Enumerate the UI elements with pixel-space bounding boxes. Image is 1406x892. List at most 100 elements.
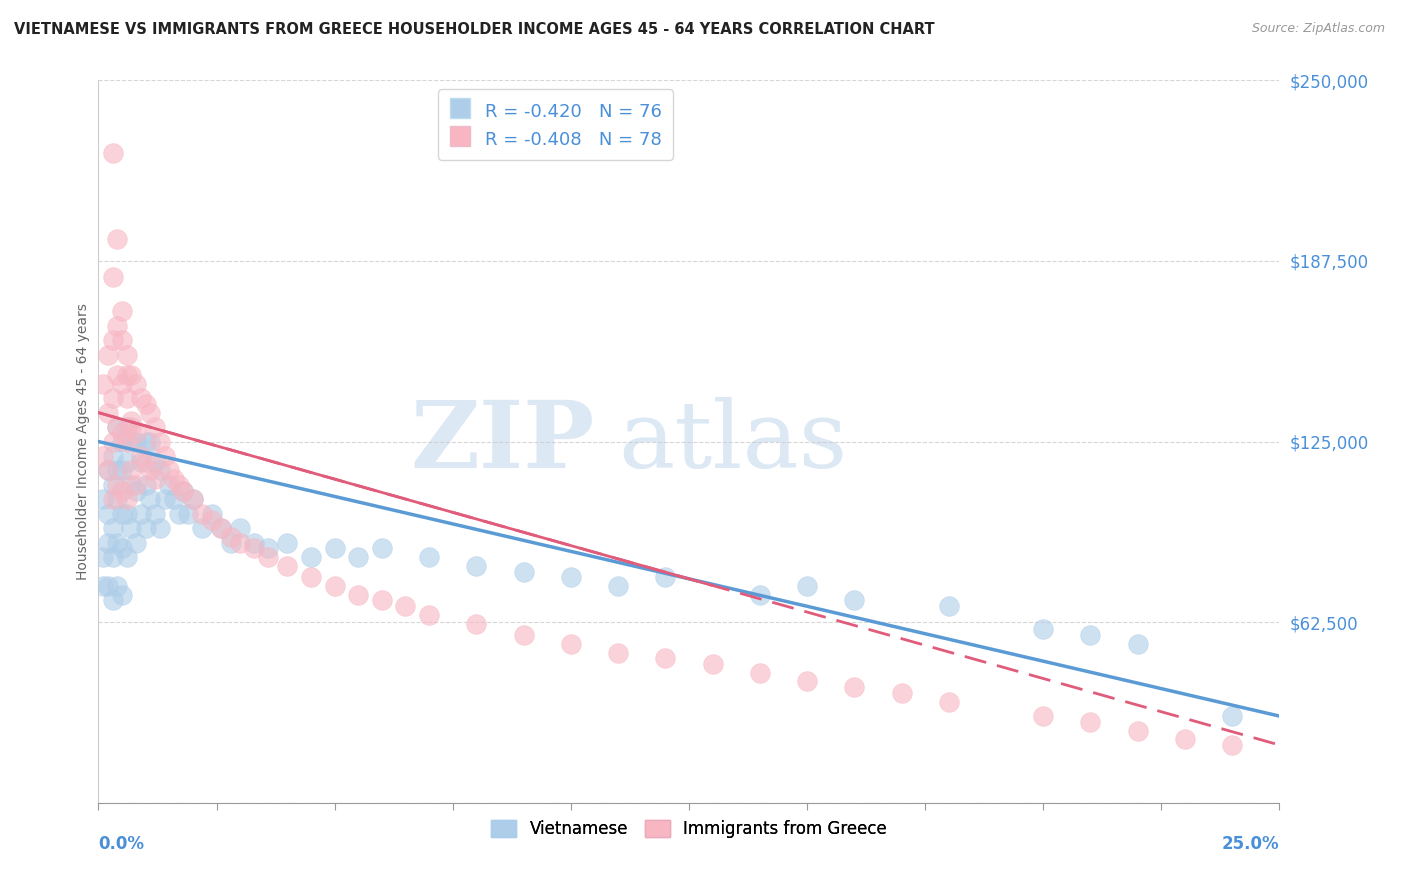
Point (1126, 723, 1149, 738)
Point (115, 550, 138, 565)
Point (97, 579, 120, 593)
Point (115, 391, 138, 405)
Point (163, 492, 186, 507)
Point (97, 406, 120, 420)
Point (157, 478, 180, 492)
Point (796, 579, 818, 593)
Point (121, 420, 143, 434)
Point (125, 434, 148, 449)
Point (121, 414, 143, 428)
Point (229, 535, 252, 549)
Point (890, 686, 912, 700)
Point (115, 434, 138, 449)
Point (111, 588, 134, 602)
Point (115, 348, 138, 362)
Point (91, 492, 114, 507)
Point (97, 348, 120, 362)
Point (101, 434, 124, 449)
Point (560, 570, 582, 584)
Point (167, 478, 190, 492)
Point (276, 535, 298, 549)
Point (101, 269, 124, 284)
Point (607, 579, 630, 593)
Y-axis label: Householder Income Ages 45 - 64 years: Householder Income Ages 45 - 64 years (76, 303, 90, 580)
Point (243, 535, 266, 549)
Point (111, 483, 134, 498)
Point (229, 521, 252, 535)
Text: VIETNAMESE VS IMMIGRANTS FROM GREECE HOUSEHOLDER INCOME AGES 45 - 64 YEARS CORRE: VIETNAMESE VS IMMIGRANTS FROM GREECE HOU… (14, 22, 935, 37)
Point (1080, 714, 1102, 729)
Point (219, 530, 242, 544)
Text: 0.0%: 0.0% (98, 835, 145, 854)
Point (101, 478, 124, 492)
Point (121, 521, 143, 535)
Point (129, 455, 152, 469)
Point (1032, 709, 1054, 723)
Point (105, 535, 128, 549)
Point (129, 507, 152, 521)
Point (209, 521, 232, 535)
Point (105, 318, 128, 333)
Point (143, 455, 166, 469)
Point (105, 478, 128, 492)
Point (191, 521, 214, 535)
Point (105, 463, 128, 477)
Point (105, 492, 128, 507)
Point (91, 449, 114, 463)
Point (143, 472, 166, 486)
Point (129, 391, 152, 405)
Point (121, 368, 143, 382)
Point (607, 646, 630, 660)
Point (201, 507, 224, 521)
Point (181, 492, 204, 507)
Point (143, 420, 166, 434)
Point (1080, 628, 1102, 642)
Point (371, 593, 394, 607)
Point (125, 376, 148, 391)
Point (276, 558, 298, 573)
Point (844, 680, 866, 694)
Text: 25.0%: 25.0% (1222, 835, 1279, 854)
Point (121, 478, 143, 492)
Point (702, 657, 724, 671)
Point (512, 628, 534, 642)
Point (512, 565, 534, 579)
Point (101, 334, 124, 348)
Point (139, 463, 162, 477)
Point (172, 483, 194, 498)
Point (465, 558, 488, 573)
Point (191, 507, 214, 521)
Point (299, 570, 322, 584)
Point (135, 434, 157, 449)
Point (394, 599, 416, 614)
Point (153, 449, 176, 463)
Point (209, 521, 232, 535)
Point (129, 449, 152, 463)
Point (111, 304, 134, 318)
Legend: Vietnamese, Immigrants from Greece: Vietnamese, Immigrants from Greece (485, 814, 893, 845)
Point (97, 535, 120, 549)
Point (139, 434, 162, 449)
Point (347, 550, 370, 565)
Point (97, 463, 120, 477)
Point (172, 483, 194, 498)
Point (121, 463, 143, 477)
Point (153, 492, 176, 507)
Point (371, 541, 394, 556)
Point (101, 391, 124, 405)
Point (111, 541, 134, 556)
Point (101, 593, 124, 607)
Point (91, 579, 114, 593)
Point (125, 483, 148, 498)
Point (299, 550, 322, 565)
Point (135, 521, 157, 535)
Point (97, 507, 120, 521)
Point (105, 420, 128, 434)
Point (101, 521, 124, 535)
Point (105, 368, 128, 382)
Point (105, 579, 128, 593)
Point (125, 535, 148, 549)
Point (101, 145, 124, 160)
Point (111, 507, 134, 521)
Point (115, 492, 138, 507)
